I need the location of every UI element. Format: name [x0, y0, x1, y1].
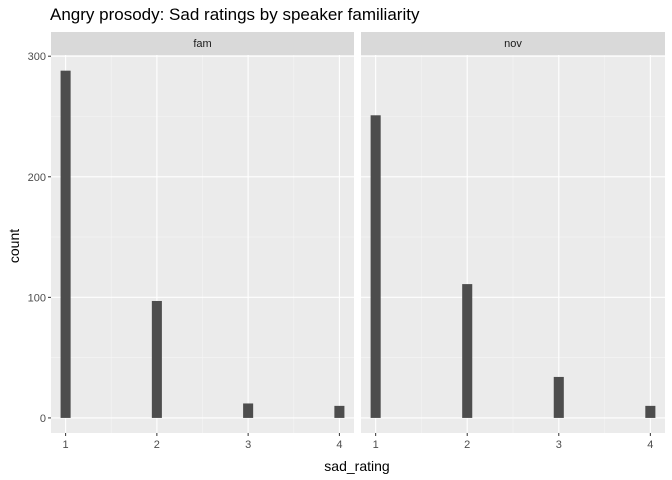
bar	[462, 284, 473, 418]
x-tick-label: 1	[373, 439, 379, 451]
y-axis: 0 100 200 300	[28, 51, 51, 425]
x-tick-label: 3	[556, 439, 562, 451]
bar	[243, 403, 254, 418]
y-tick-label: 0	[40, 413, 46, 425]
facet-nov: nov 1 2 3 4	[361, 32, 665, 451]
chart-title: Angry prosody: Sad ratings by speaker fa…	[50, 5, 420, 24]
y-tick-label: 100	[28, 292, 46, 304]
facet-fam: fam 1 2 3 4	[51, 32, 354, 451]
bar	[553, 376, 564, 418]
facet-strip-label: nov	[504, 38, 522, 50]
facet-strip	[361, 32, 665, 55]
y-tick-label: 200	[28, 172, 46, 184]
facet-strip	[51, 32, 354, 55]
x-tick-label: 4	[336, 439, 342, 451]
y-tick-label: 300	[28, 51, 46, 63]
x-tick-label: 4	[647, 439, 653, 451]
x-tick-label: 1	[63, 439, 69, 451]
bar	[334, 405, 345, 418]
x-tick-label: 2	[154, 439, 160, 451]
x-axis-title: sad_rating	[324, 458, 389, 474]
x-tick-label: 3	[245, 439, 251, 451]
x-tick-label: 2	[464, 439, 470, 451]
facet-strip-label: fam	[193, 38, 211, 50]
facet-panels: fam 1 2 3 4 nov 1 2 3 4	[51, 32, 665, 451]
bar	[370, 115, 381, 418]
bar	[645, 405, 656, 418]
bar	[151, 300, 162, 418]
y-axis-title: count	[6, 229, 22, 263]
bar	[60, 70, 71, 418]
